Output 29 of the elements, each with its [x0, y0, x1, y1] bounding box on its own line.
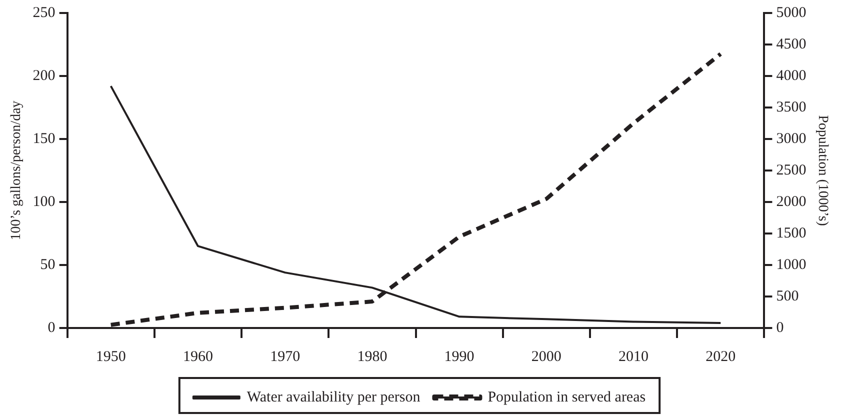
y2-tick-label: 5000 [776, 4, 806, 21]
y-tick-label: 100 [32, 194, 56, 210]
y2-tick-label: 1500 [776, 225, 806, 242]
x-tick-label: 1990 [444, 348, 474, 365]
x-tick-label: 2020 [706, 348, 736, 365]
y2-axis-title: Population (1000’s) [814, 115, 830, 226]
y-tick-label: 250 [32, 4, 56, 21]
x-tick-label: 1960 [182, 348, 213, 365]
legend-label: Population in served areas [488, 389, 646, 406]
y2-tick-label: 500 [776, 288, 799, 304]
y-tick-label: 200 [32, 68, 56, 84]
y-tick-label: 0 [48, 320, 56, 336]
y2-tick-label: 4000 [776, 68, 806, 84]
y-axis-title: 100’s gallons/person/day [9, 100, 24, 240]
y2-tick-label: 1000 [776, 256, 806, 273]
y2-tick-label: 4500 [776, 36, 806, 52]
x-tick-label: 2010 [618, 348, 649, 365]
y-tick-label: 50 [40, 256, 56, 273]
y2-tick-label: 3500 [776, 99, 806, 116]
legend-label: Water availability per person [246, 389, 421, 406]
y2-tick-label: 0 [776, 320, 784, 336]
x-tick-label: 1980 [357, 348, 388, 365]
y2-tick-label: 2000 [776, 194, 806, 210]
x-tick-label: 1950 [96, 348, 126, 365]
x-tick-label: 1970 [270, 348, 300, 365]
y2-tick-label: 3000 [776, 130, 806, 147]
x-tick-label: 2000 [531, 348, 562, 365]
y2-tick-label: 2500 [776, 162, 806, 178]
y-tick-label: 150 [32, 130, 56, 147]
